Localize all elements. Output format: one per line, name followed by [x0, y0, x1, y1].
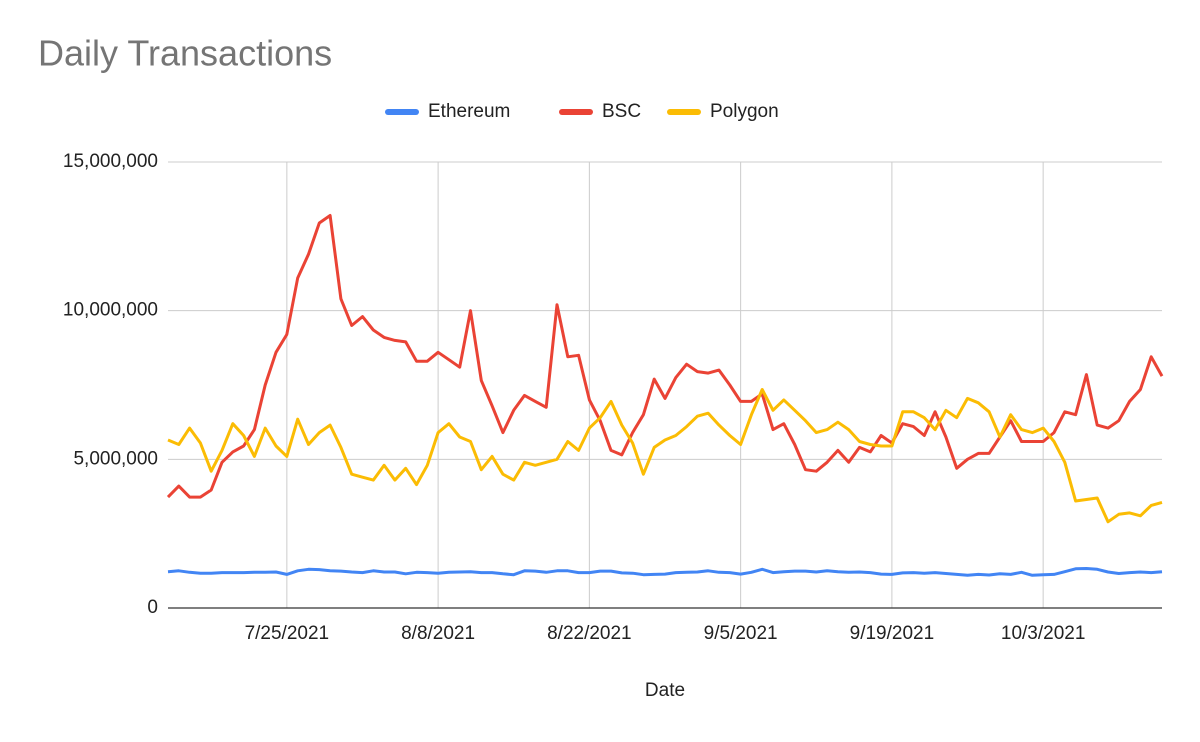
- x-tick-label: 9/5/2021: [704, 623, 778, 644]
- x-tick-label: 8/8/2021: [401, 623, 475, 644]
- data-line: [167, 388, 1163, 524]
- y-tick-label: 15,000,000: [63, 151, 158, 172]
- x-axis-title: Date: [645, 680, 685, 701]
- x-tick-label: 8/22/2021: [547, 623, 632, 644]
- y-tick-label: 10,000,000: [63, 300, 158, 321]
- y-tick-label: 0: [147, 597, 158, 618]
- legend-label: Ethereum: [428, 101, 510, 122]
- data-line: [166, 214, 1164, 499]
- legend-label: BSC: [602, 101, 641, 122]
- x-tick-label: 9/19/2021: [850, 623, 935, 644]
- y-tick-label: 5,000,000: [73, 448, 158, 469]
- chart-title: Daily Transactions: [38, 33, 332, 74]
- legend-label: Polygon: [710, 101, 779, 122]
- x-tick-label: 7/25/2021: [245, 623, 330, 644]
- x-tick-label: 10/3/2021: [1001, 623, 1086, 644]
- data-line: [167, 567, 1163, 577]
